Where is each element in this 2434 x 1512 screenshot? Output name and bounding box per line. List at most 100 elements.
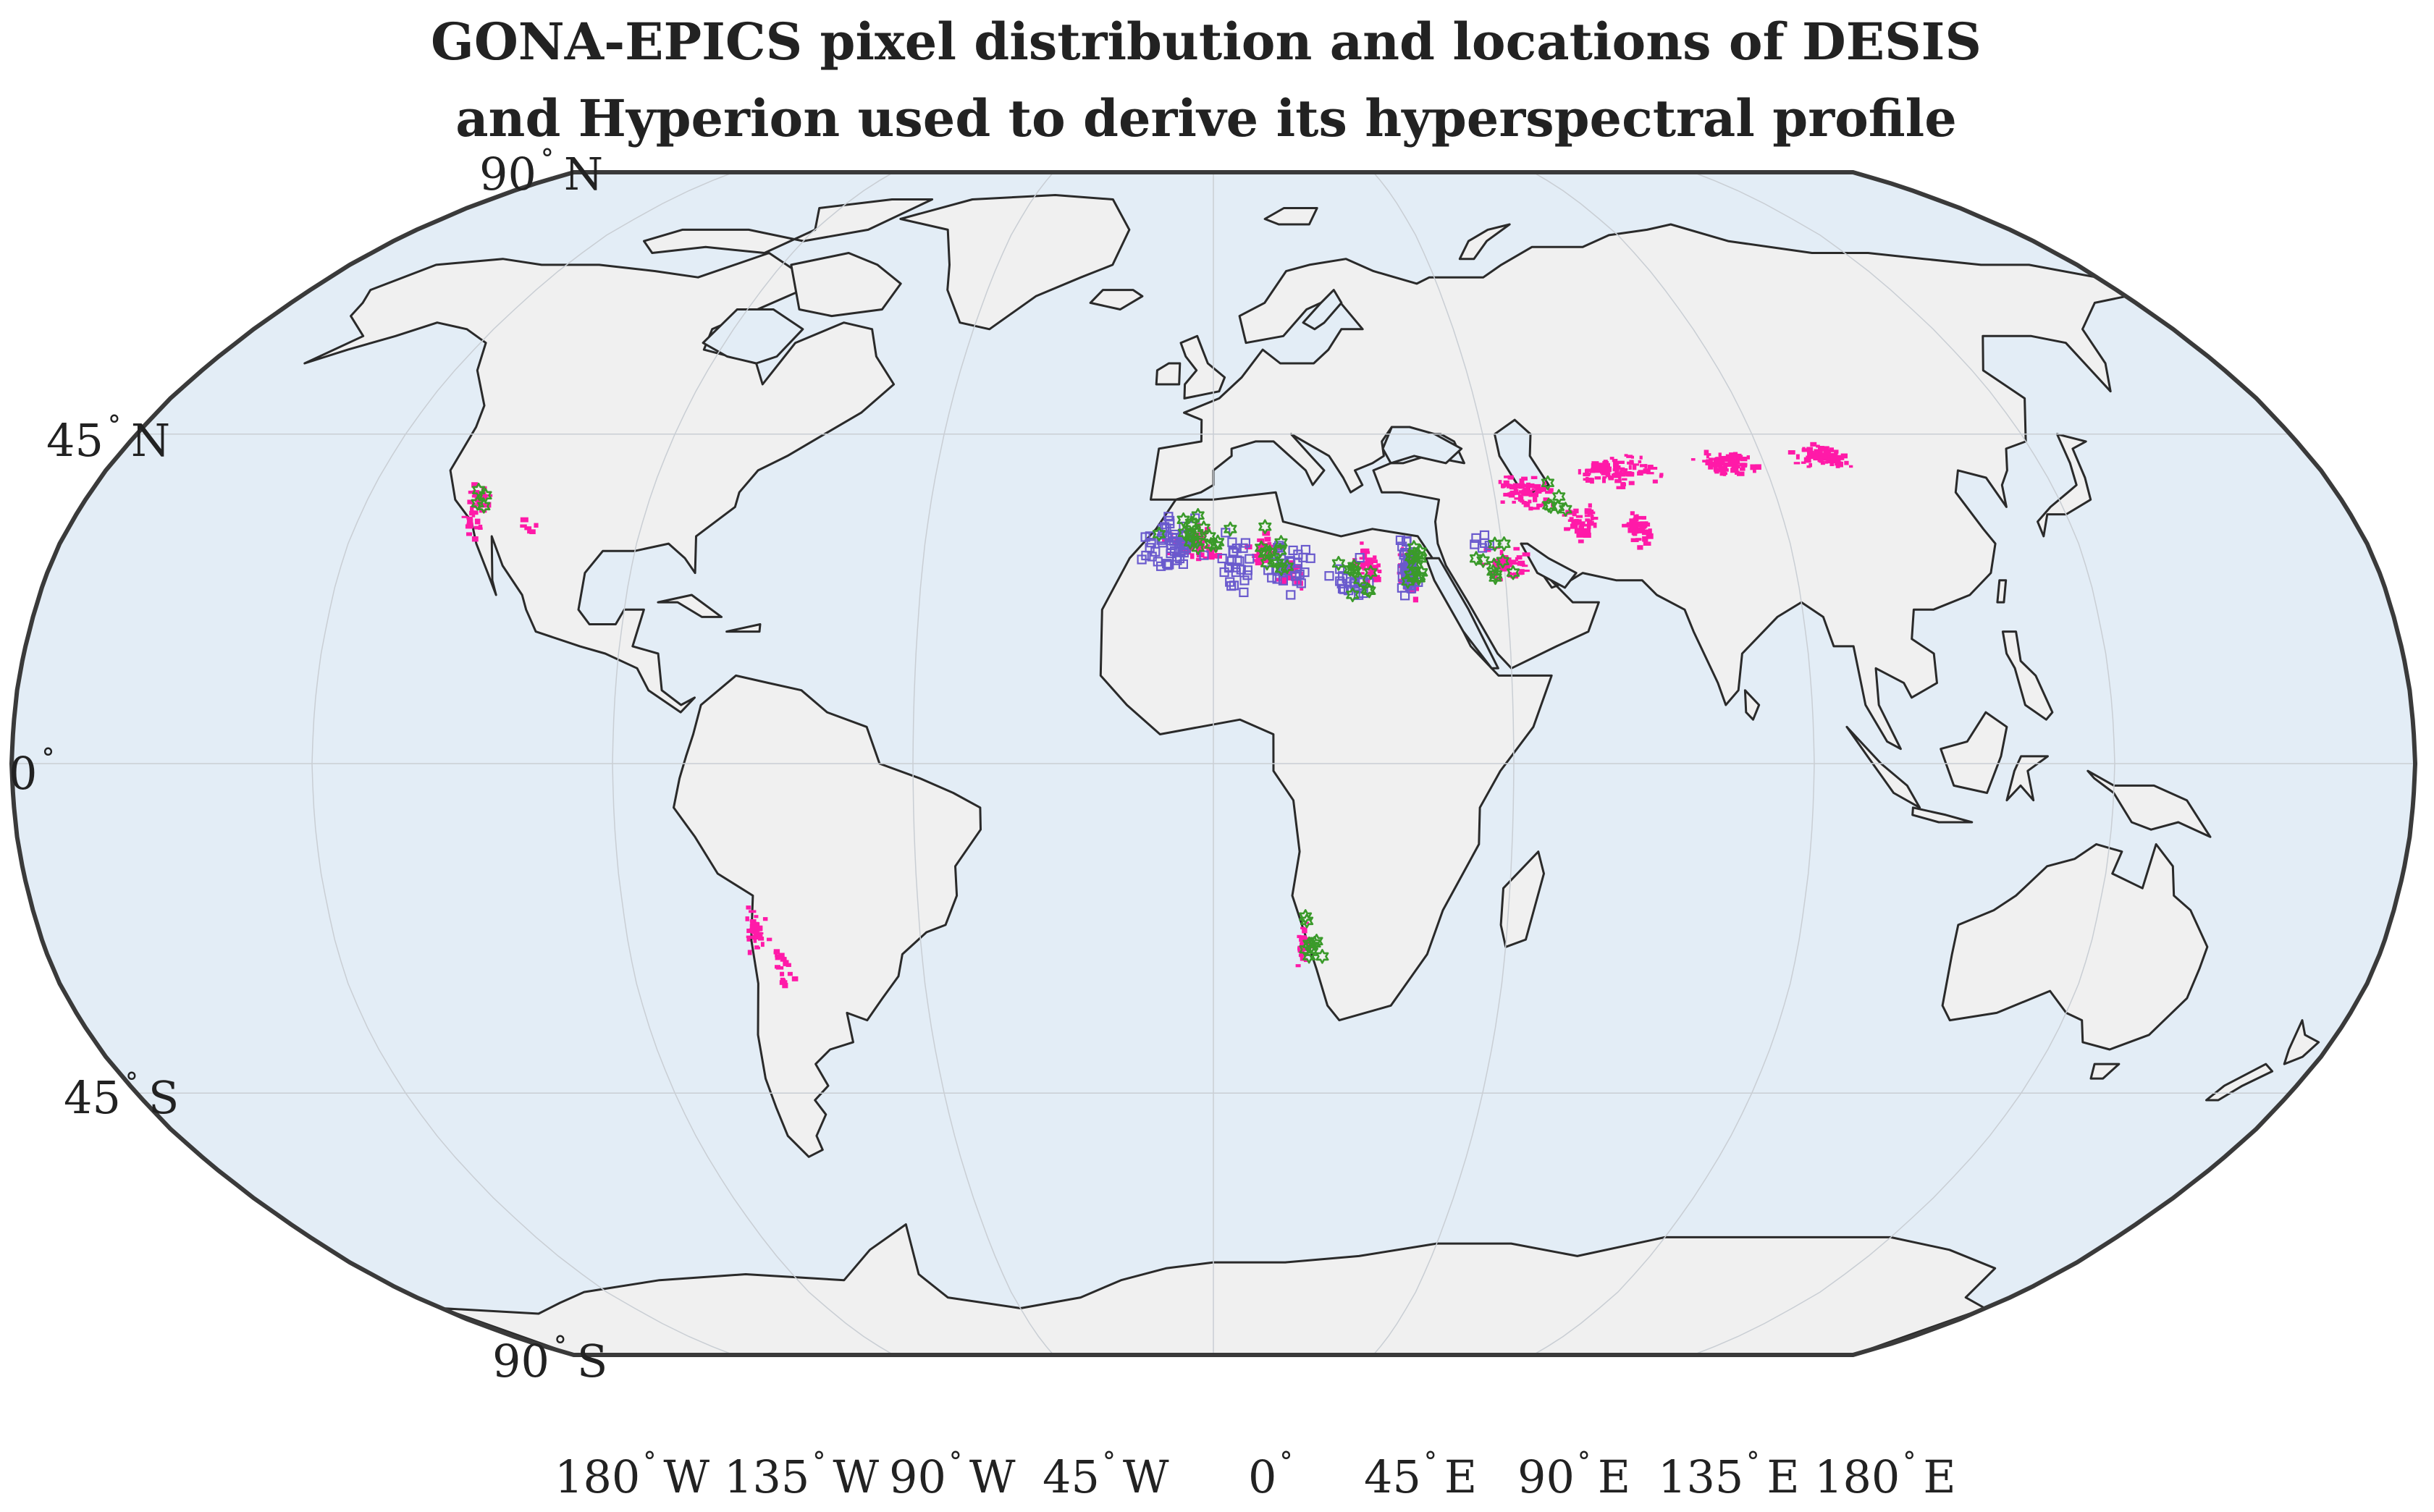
hyperion-scene-marker <box>477 499 491 514</box>
gona-epics-pixel <box>478 527 483 530</box>
lon-label-value: 135 <box>724 1450 809 1503</box>
gona-epics-pixel <box>1634 524 1638 528</box>
gona-epics-pixel <box>1706 455 1709 459</box>
gona-epics-pixel <box>1602 478 1606 483</box>
gona-epics-pixel <box>1637 545 1643 550</box>
lat-label-45n: 45 ° N <box>46 411 170 467</box>
gona-epics-pixel <box>1730 467 1739 472</box>
gona-epics-pixel <box>1575 515 1583 518</box>
gona-epics-pixel <box>1639 455 1643 460</box>
gona-epics-pixel <box>1849 465 1853 468</box>
gona-epics-pixel <box>1820 455 1827 458</box>
gona-epics-pixel <box>1190 553 1195 559</box>
gona-epics-pixel <box>1507 483 1512 489</box>
gona-epics-pixel <box>1523 501 1530 507</box>
gona-epics-pixel <box>1299 948 1307 952</box>
hyperion-scene-marker <box>1204 537 1218 552</box>
gona-epics-pixel <box>1166 552 1171 556</box>
hyperion-scene-marker <box>471 496 484 511</box>
gona-epics-pixel <box>1500 500 1505 504</box>
gona-epics-pixel <box>1297 947 1303 951</box>
gona-epics-pixel <box>1602 460 1609 464</box>
desis-scene-marker <box>1158 538 1168 548</box>
gona-epics-pixel <box>782 982 788 989</box>
chart-title: GONA-EPICS pixel distribution and locati… <box>431 12 1982 148</box>
hyperion-scene-marker <box>1203 528 1216 544</box>
gona-epics-pixel <box>1588 503 1592 508</box>
gona-epics-pixel <box>1638 515 1646 520</box>
gona-epics-pixel <box>1257 538 1264 542</box>
gona-epics-pixel <box>1659 473 1664 477</box>
hyperion-scene-marker <box>1343 562 1357 577</box>
gona-epics-pixel <box>1564 527 1570 531</box>
desis-scene-marker <box>1219 567 1229 578</box>
lon-label-135w: 135 ° W <box>724 1448 879 1503</box>
gona-epics-pixel <box>754 915 759 918</box>
lat-label-hemisphere: S <box>577 1335 607 1388</box>
gona-epics-pixel <box>466 516 473 520</box>
degree-sign: ° <box>643 1448 656 1477</box>
hyperion-scene-marker <box>1347 559 1361 574</box>
desis-scene-marker <box>1305 553 1315 563</box>
gona-epics-pixel <box>747 950 752 955</box>
gona-epics-pixel <box>1793 462 1801 465</box>
gona-epics-pixel <box>1377 570 1382 573</box>
gona-epics-pixel <box>1507 565 1513 567</box>
gona-epics-pixel <box>1585 469 1589 473</box>
landmass-svalbard <box>1263 207 1318 226</box>
desis-scene-marker <box>1471 533 1481 544</box>
gona-epics-pixel <box>1806 465 1811 468</box>
water-hudson-bay <box>702 308 804 365</box>
gona-epics-pixel <box>756 926 763 932</box>
gona-epics-pixel <box>1633 520 1638 524</box>
gona-epics-pixel <box>1518 494 1523 499</box>
gona-epics-pixel <box>1711 462 1719 468</box>
lon-label-135e: 135 ° E <box>1658 1448 1800 1503</box>
gona-epics-pixel <box>1604 463 1609 467</box>
gona-epics-pixel <box>1533 497 1538 502</box>
landmass-greenland <box>899 194 1131 331</box>
desis-scene-marker <box>1227 537 1237 547</box>
lat-label-value: 90 <box>479 148 536 200</box>
gona-epics-pixel <box>1593 517 1599 520</box>
gona-epics-pixel <box>1755 464 1761 470</box>
gona-epics-pixel <box>1630 511 1635 515</box>
gona-epics-pixel <box>1591 511 1596 515</box>
gona-epics-pixel <box>1834 449 1839 454</box>
gona-epics-pixel <box>1826 458 1831 464</box>
gona-epics-pixel <box>1627 461 1634 465</box>
gona-epics-pixel <box>478 524 483 529</box>
gona-epics-pixel <box>1514 497 1519 500</box>
hyperion-scene-marker <box>1542 497 1556 513</box>
gona-epics-pixel <box>466 523 473 529</box>
gona-epics-pixel <box>1840 453 1848 459</box>
gona-epics-pixel <box>1646 533 1654 539</box>
gona-epics-pixel <box>1569 517 1574 521</box>
gona-epics-pixel <box>1533 507 1540 510</box>
gona-epics-pixel <box>1723 466 1728 471</box>
gona-epics-pixel <box>1573 508 1579 514</box>
desis-scene-marker <box>1395 535 1406 546</box>
landmass-new-zealand-south <box>2205 1063 2274 1102</box>
gona-epics-pixel <box>1590 515 1594 520</box>
gona-epics-pixel <box>1638 460 1642 464</box>
gona-epics-pixel <box>1196 557 1202 562</box>
landmass-novaya-zemlya <box>1458 223 1511 261</box>
lon-label-value: 0 <box>1248 1450 1276 1503</box>
gona-epics-pixel <box>1203 556 1210 559</box>
graticule <box>12 172 2415 1355</box>
hyperion-scene-marker <box>1476 553 1490 568</box>
degree-sign: ° <box>1279 1448 1292 1477</box>
gona-epics-pixel <box>1513 546 1520 551</box>
gona-epics-pixel <box>1517 496 1524 502</box>
degree-sign: ° <box>108 411 121 441</box>
gona-epics-pixel <box>1252 554 1259 558</box>
gona-epics-pixel <box>775 954 780 960</box>
gona-epics-pixel <box>1637 471 1643 476</box>
lat-label-value: 45 <box>64 1071 121 1124</box>
landmass-cuba <box>657 594 723 618</box>
hyperion-scene-marker <box>1302 948 1316 964</box>
gona-epics-pixel <box>1617 460 1625 464</box>
gona-epics-pixel <box>1823 449 1831 455</box>
gona-epics-pixel <box>1497 557 1506 563</box>
